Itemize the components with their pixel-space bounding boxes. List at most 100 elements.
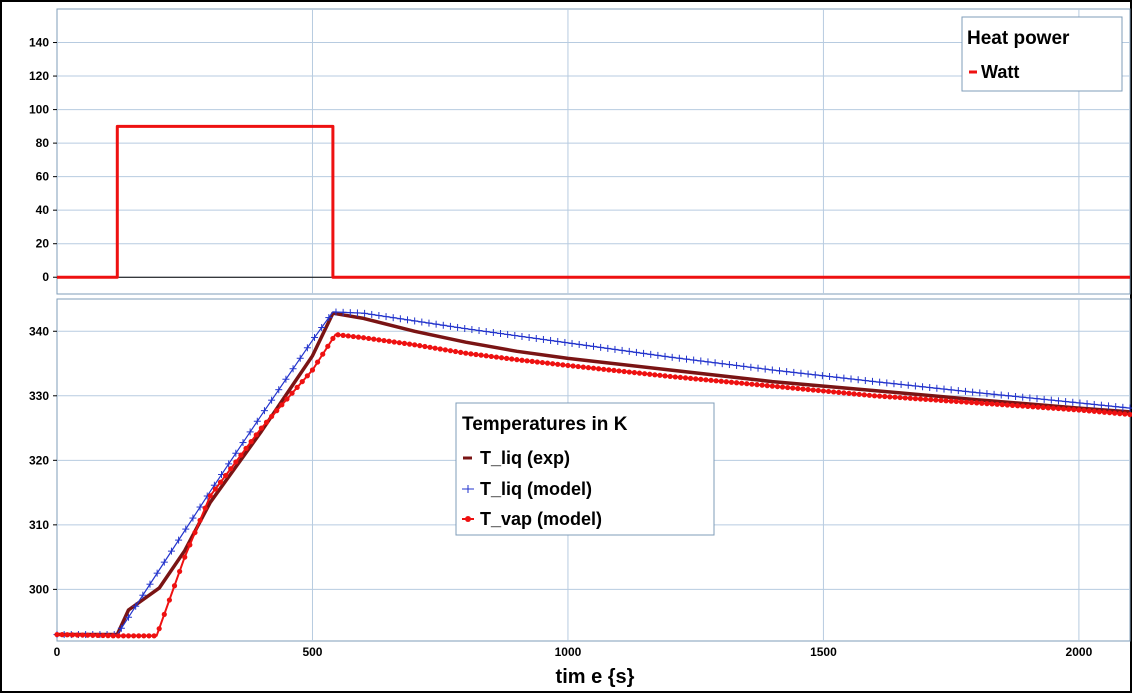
marker-t-vap-model [208, 493, 213, 498]
marker-t-vap-model [519, 358, 524, 363]
y-tick-label: 60 [36, 170, 50, 184]
marker-t-vap-model [933, 397, 938, 402]
marker-t-vap-model [60, 632, 65, 637]
marker-t-vap-model [964, 400, 969, 405]
marker-t-vap-model [141, 633, 146, 638]
marker-t-vap-model [611, 368, 616, 373]
marker-t-vap-model [811, 387, 816, 392]
y-tick-label: 40 [36, 203, 50, 217]
marker-t-vap-model [913, 396, 918, 401]
heat-power-legend: Heat power Watt [962, 17, 1122, 91]
marker-t-vap-model [739, 381, 744, 386]
marker-t-vap-model [238, 453, 243, 458]
marker-t-vap-model [785, 385, 790, 390]
marker-t-vap-model [872, 393, 877, 398]
marker-t-vap-model [95, 633, 100, 638]
marker-t-vap-model [259, 425, 264, 430]
marker-t-vap-model [1015, 403, 1020, 408]
marker-t-vap-model [1020, 403, 1025, 408]
marker-t-vap-model [300, 379, 305, 384]
marker-t-vap-model [565, 363, 570, 368]
marker-t-vap-model [453, 349, 458, 354]
marker-t-vap-model [642, 371, 647, 376]
marker-t-vap-model [412, 342, 417, 347]
marker-t-vap-model [167, 597, 172, 602]
marker-t-vap-model [438, 346, 443, 351]
marker-t-vap-model [887, 394, 892, 399]
marker-t-vap-model [770, 384, 775, 389]
marker-t-vap-model [463, 351, 468, 356]
x-tick-label: 500 [302, 645, 322, 659]
marker-t-vap-model [892, 395, 897, 400]
marker-t-vap-model [652, 372, 657, 377]
marker-t-vap-model [555, 362, 560, 367]
marker-t-vap-model [335, 332, 340, 337]
marker-t-vap-model [1102, 410, 1107, 415]
marker-t-vap-model [320, 352, 325, 357]
y-tick-label: 20 [36, 237, 50, 251]
marker-t-vap-model [162, 612, 167, 617]
marker-t-vap-model [698, 377, 703, 382]
marker-t-vap-model [867, 393, 872, 398]
marker-t-vap-model [284, 396, 289, 401]
marker-t-vap-model [330, 336, 335, 341]
marker-t-vap-model [54, 632, 59, 637]
marker-t-vap-model [407, 342, 412, 347]
marker-t-vap-model [136, 633, 141, 638]
marker-t-vap-model [105, 633, 110, 638]
marker-t-vap-model [851, 391, 856, 396]
marker-t-vap-model [616, 368, 621, 373]
marker-t-vap-model [392, 339, 397, 344]
marker-t-vap-model [632, 370, 637, 375]
marker-t-vap-model [433, 346, 438, 351]
marker-t-vap-model [596, 366, 601, 371]
marker-t-vap-model [75, 632, 80, 637]
marker-t-vap-model [484, 353, 489, 358]
marker-t-vap-model [146, 633, 151, 638]
marker-t-vap-model [177, 569, 182, 574]
marker-t-vap-model [862, 392, 867, 397]
temperature-legend: Temperatures in K T_liq (exp) T_liq (mod… [456, 403, 714, 535]
marker-t-vap-model [775, 384, 780, 389]
marker-t-vap-model [765, 383, 770, 388]
marker-t-vap-model [1117, 411, 1122, 416]
watt-legend-label: Watt [981, 62, 1019, 82]
y-tick-label: 120 [29, 69, 49, 83]
marker-t-vap-model [790, 385, 795, 390]
y-tick-label: 140 [29, 36, 49, 50]
y-tick-label: 300 [29, 582, 49, 596]
t-liq-model-legend-label: T_liq (model) [480, 479, 592, 499]
marker-t-vap-model [1025, 404, 1030, 409]
marker-t-vap-model [1041, 405, 1046, 410]
marker-t-vap-model [1005, 402, 1010, 407]
marker-t-vap-model [397, 340, 402, 345]
marker-t-vap-model [662, 373, 667, 378]
marker-t-vap-model [254, 432, 259, 437]
marker-t-vap-model [1087, 408, 1092, 413]
marker-t-vap-model [693, 376, 698, 381]
marker-t-vap-model [1092, 409, 1097, 414]
marker-t-vap-model [1081, 408, 1086, 413]
marker-t-vap-model [989, 401, 994, 406]
marker-t-vap-model [295, 385, 300, 390]
marker-t-vap-model [974, 400, 979, 405]
marker-t-vap-model [959, 399, 964, 404]
marker-t-vap-model [877, 394, 882, 399]
marker-t-vap-model [1122, 411, 1127, 416]
y-tick-label: 320 [29, 453, 49, 467]
marker-t-vap-model [341, 333, 346, 338]
x-tick-label: 0 [54, 645, 61, 659]
marker-t-vap-model [530, 359, 535, 364]
marker-t-vap-model [121, 633, 126, 638]
marker-t-vap-model [361, 335, 366, 340]
marker-t-vap-model [494, 354, 499, 359]
heat-power-legend-title: Heat power [967, 28, 1070, 49]
marker-t-vap-model [668, 374, 673, 379]
marker-t-vap-model [903, 395, 908, 400]
marker-t-vap-model [1056, 406, 1061, 411]
marker-t-vap-model [857, 392, 862, 397]
marker-t-vap-model [724, 379, 729, 384]
marker-t-vap-model [719, 379, 724, 384]
marker-t-vap-model [269, 414, 274, 419]
